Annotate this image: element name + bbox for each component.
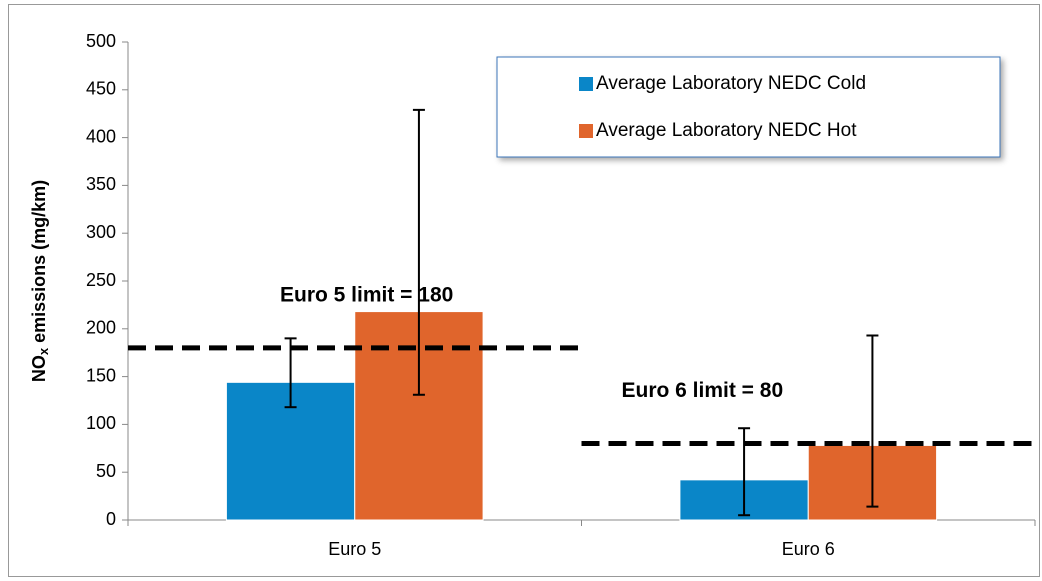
y-tick-label: 100 <box>86 413 116 433</box>
limit-label: Euro 6 limit = 80 <box>622 379 784 402</box>
legend-swatch <box>579 124 593 138</box>
y-tick-label: 0 <box>106 509 116 529</box>
y-tick-label: 200 <box>86 318 116 338</box>
x-tick-label: Euro 6 <box>782 539 835 559</box>
y-label-sub: x <box>36 347 51 355</box>
y-tick-label: 400 <box>86 126 116 146</box>
y-tick-label: 50 <box>96 461 116 481</box>
x-tick-label: Euro 5 <box>328 539 381 559</box>
y-label-part: emissions (mg/km) <box>29 180 49 348</box>
y-tick-label: 150 <box>86 365 116 385</box>
limit-label: Euro 5 limit = 180 <box>280 283 453 306</box>
y-tick-label: 450 <box>86 79 116 99</box>
legend-label: Average Laboratory NEDC Hot <box>596 120 857 141</box>
y-tick-label: 250 <box>86 270 116 290</box>
y-label-part: NO <box>29 355 49 382</box>
y-tick-label: 300 <box>86 222 116 242</box>
y-tick-label: 500 <box>86 31 116 51</box>
legend-box <box>496 56 1001 158</box>
y-tick-label: 350 <box>86 174 116 194</box>
legend-swatch <box>579 77 593 91</box>
legend-label: Average Laboratory NEDC Cold <box>596 73 866 94</box>
legend: Average Laboratory NEDC Cold Average Labo… <box>496 56 1001 158</box>
y-axis-label: NOx emissions (mg/km) <box>29 180 52 382</box>
